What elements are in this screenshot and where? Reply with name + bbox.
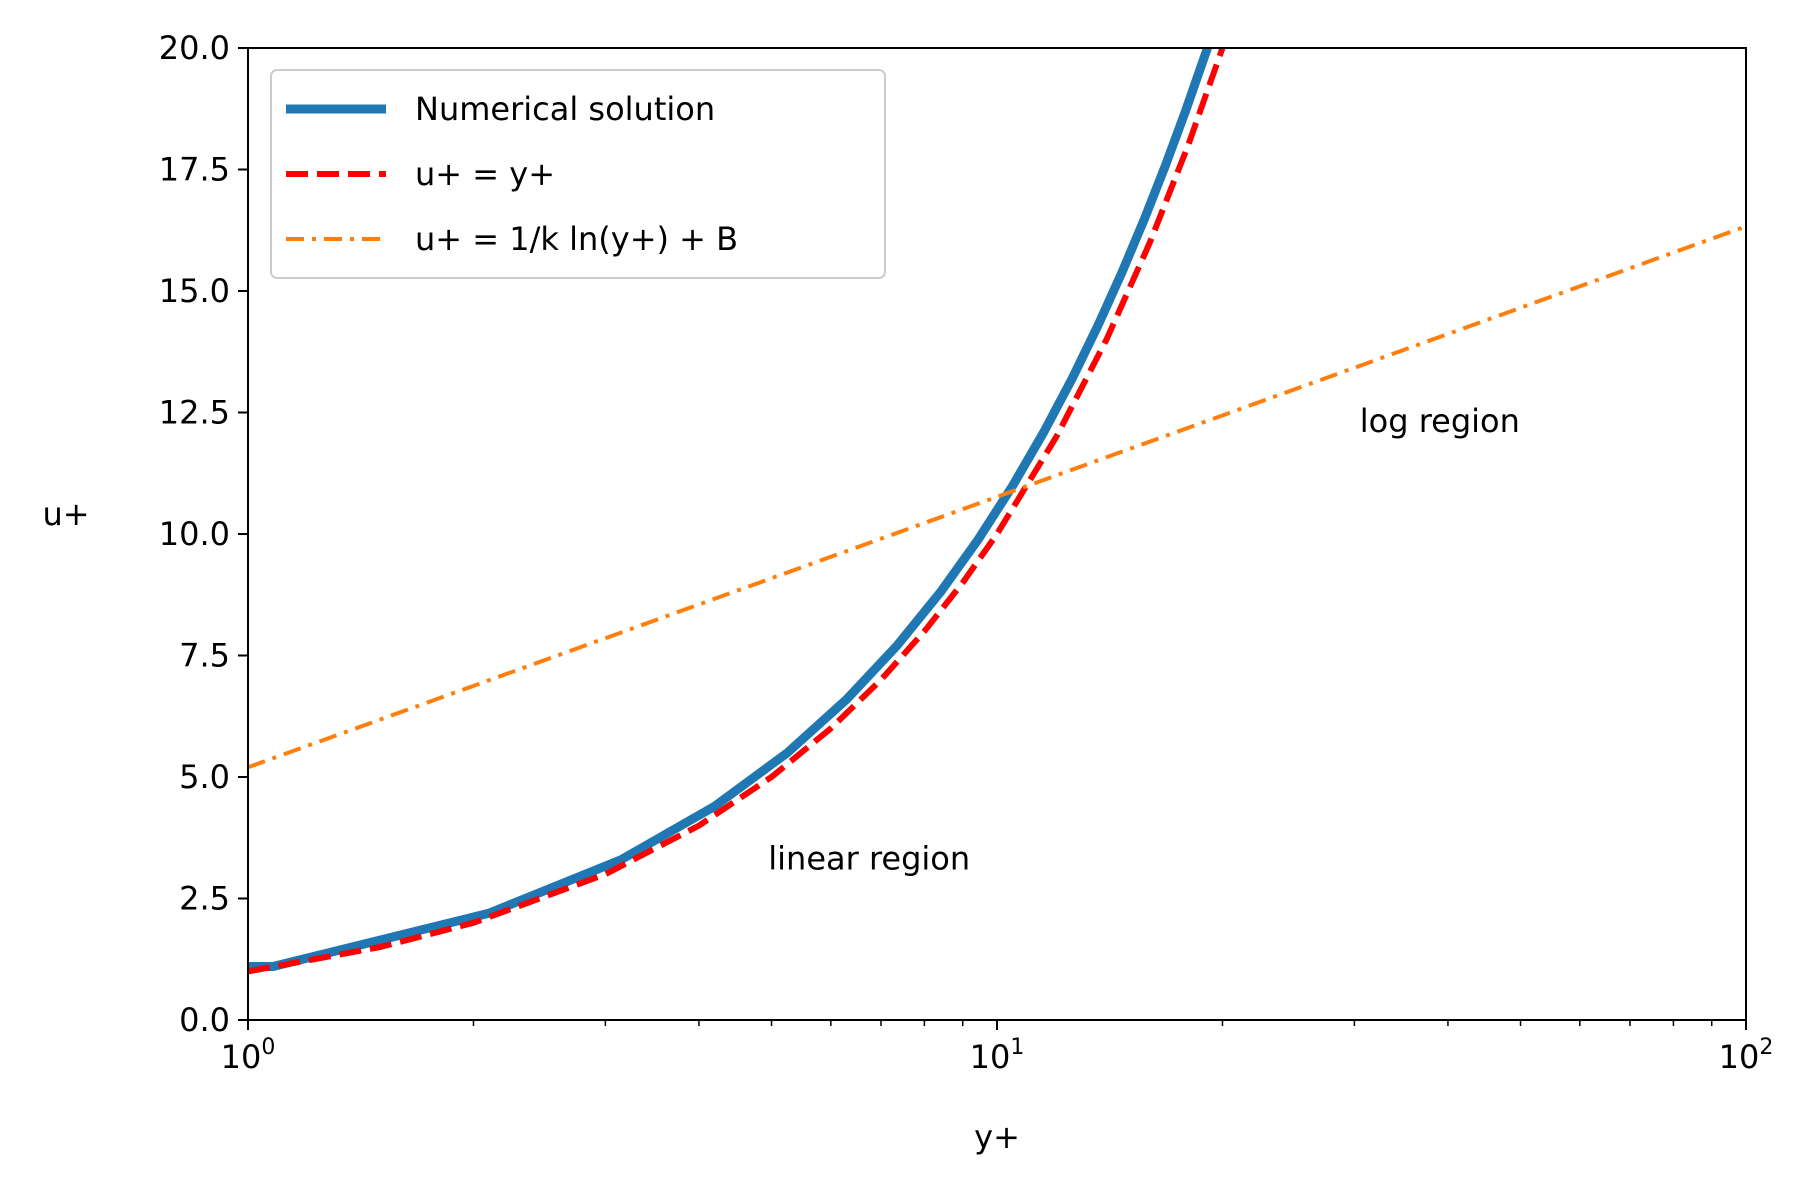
- legend-box: [270, 69, 886, 279]
- y-tick-label: 0.0: [179, 1001, 230, 1039]
- legend-label-log: u+ = 1/k ln(y+) + B: [415, 220, 738, 258]
- legend-label-numerical: Numerical solution: [415, 90, 715, 128]
- annotation-layer: linear region log region: [768, 402, 1520, 877]
- series-numerical-solution: [248, 48, 1213, 972]
- series-layer: [248, 48, 1746, 975]
- x-tick-label: 100: [221, 1035, 276, 1076]
- y-tick-label: 10.0: [159, 515, 230, 553]
- annotation-linear-region: linear region: [768, 839, 970, 877]
- y-axis-label: u+: [42, 495, 89, 533]
- y-tick-label: 5.0: [179, 758, 230, 796]
- legend: Numerical solution u+ = y+ u+ = 1/k ln(y…: [270, 69, 886, 279]
- legend-label-linear: u+ = y+: [415, 155, 555, 193]
- y-tick-label: 7.5: [179, 637, 230, 675]
- x-axis-label: y+: [974, 1118, 1020, 1156]
- y-tick-label: 2.5: [179, 880, 230, 918]
- y-tick-label: 12.5: [159, 394, 230, 432]
- y-tick-label: 15.0: [159, 272, 230, 310]
- y-tick-label: 17.5: [159, 151, 230, 189]
- annotation-log-region: log region: [1360, 402, 1520, 440]
- y-tick-label: 20.0: [159, 29, 230, 67]
- series-linear-law: [248, 48, 1226, 975]
